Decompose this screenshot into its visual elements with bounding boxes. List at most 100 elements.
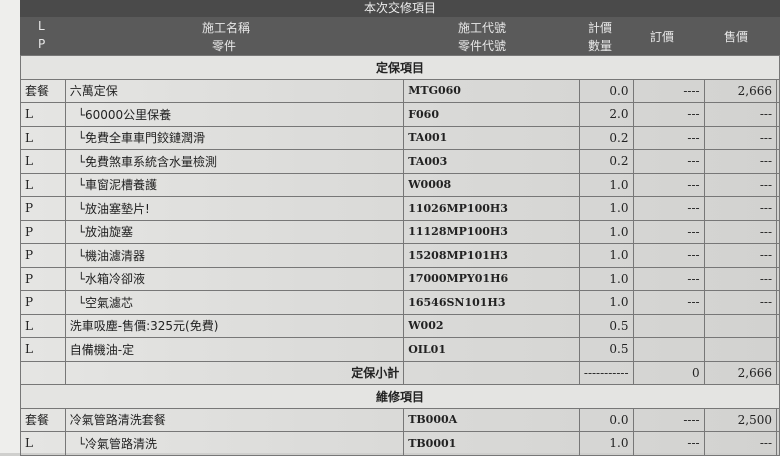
row-list-price: ---	[632, 290, 705, 315]
table-row: L └免費煞車系統含水量檢測 TA003 0.2 --- ---	[20, 149, 780, 174]
table-row: 套餐 六萬定保 MTG060 0.0 ---- 2,666	[20, 78, 780, 103]
row-type: L	[20, 125, 66, 150]
row-name: └車窗泥槽養護	[64, 172, 405, 197]
row-qty: 1.0	[578, 219, 634, 244]
row-type: L	[20, 149, 66, 174]
row-code: MTG060	[403, 78, 580, 103]
row-type: P	[20, 290, 66, 315]
row-sale-price: ---	[703, 266, 778, 291]
header-type-bottom: P	[38, 37, 46, 51]
row-sale-price: ---	[703, 102, 778, 127]
section-title: 定保項目	[20, 55, 780, 80]
header-type-top: L	[38, 19, 45, 33]
row-list-price: ---	[632, 266, 705, 291]
row-edge	[776, 266, 780, 291]
row-code: 11026MP100H3	[403, 196, 580, 221]
row-code: 15208MP101H3	[403, 243, 580, 268]
row-edge	[776, 149, 780, 174]
row-code: OIL01	[403, 337, 580, 362]
row-name: └放油塞墊片!	[64, 196, 405, 221]
row-qty: 1.0	[578, 172, 634, 197]
row-type: 套餐	[20, 78, 66, 103]
row-list-price	[632, 337, 705, 362]
row-edge	[776, 219, 780, 244]
row-code: TB0001	[403, 431, 580, 456]
items-table: 定保項目 套餐 六萬定保 MTG060 0.0 ---- 2,666 L └60000公里保養 F…	[20, 55, 780, 456]
header-name-bottom: 零件	[212, 39, 237, 53]
row-edge	[776, 431, 780, 456]
row-sale-price: ---	[703, 149, 778, 174]
row-name: └水箱冷卻液	[64, 266, 405, 291]
subtotal-qty: -----------	[578, 360, 634, 385]
row-type: L	[20, 337, 66, 362]
row-name: 六萬定保	[64, 78, 405, 103]
row-list-price	[632, 313, 705, 338]
row-qty: 0.5	[578, 313, 634, 338]
row-name: └免費煞車系統含水量檢測	[64, 149, 405, 174]
table-row: P └水箱冷卻液 17000MPY01H6 1.0 --- ---	[20, 266, 780, 291]
row-edge	[776, 196, 780, 221]
row-code: TB000A	[403, 407, 580, 432]
row-edge	[776, 337, 780, 362]
row-code: 11128MP100H3	[403, 219, 580, 244]
row-edge	[776, 290, 780, 315]
row-list-price: ---	[632, 431, 705, 456]
row-code: 16546SN101H3	[403, 290, 580, 315]
row-list-price: ---	[632, 196, 705, 221]
table-row: P └空氣濾芯 16546SN101H3 1.0 --- ---	[20, 290, 780, 315]
subtotal-label: 定保小計	[64, 360, 405, 385]
row-list-price: ---	[632, 172, 705, 197]
subtotal-list-price: 0	[632, 360, 705, 385]
row-qty: 2.0	[578, 102, 634, 127]
row-type: P	[20, 196, 66, 221]
row-name: └放油旋塞	[64, 219, 405, 244]
table-row: L └免費全車車門鉸鏈潤滑 TA001 0.2 --- ---	[20, 125, 780, 150]
row-edge	[776, 102, 780, 127]
row-list-price: ---	[632, 219, 705, 244]
row-edge	[776, 78, 780, 103]
row-qty: 1.0	[578, 431, 634, 456]
section-header: 定保項目	[20, 55, 780, 80]
row-edge	[776, 125, 780, 150]
row-sale-price: ---	[703, 196, 778, 221]
row-name: 冷氣管路清洗套餐	[64, 407, 405, 432]
row-type: L	[20, 313, 66, 338]
row-type: P	[20, 219, 66, 244]
header-code-bottom: 零件代號	[458, 39, 507, 53]
row-sale-price: 2,666	[703, 78, 778, 103]
row-name: └免費全車車門鉸鏈潤滑	[64, 125, 405, 150]
row-type: 套餐	[20, 407, 66, 432]
row-code: W002	[403, 313, 580, 338]
row-name: └60000公里保養	[64, 102, 405, 127]
row-name: └冷氣管路清洗	[64, 431, 405, 456]
row-sale-price: ---	[703, 125, 778, 150]
table-row: P └放油塞墊片! 11026MP100H3 1.0 --- ---	[20, 196, 780, 221]
table-row: 套餐 冷氣管路清洗套餐 TB000A 0.0 ---- 2,500	[20, 407, 780, 432]
row-code: F060	[403, 102, 580, 127]
row-code: TA001	[403, 125, 580, 150]
section-header: 維修項目	[20, 384, 780, 409]
section-title: 維修項目	[20, 384, 780, 409]
table-title: 本次交修項目	[20, 0, 780, 17]
table-row: P └機油濾清器 15208MP101H3 1.0 --- ---	[20, 243, 780, 268]
row-sale-price: ---	[703, 431, 778, 456]
row-name: 自備機油-定	[64, 337, 405, 362]
row-sale-price	[703, 313, 778, 338]
row-qty: 0.5	[578, 337, 634, 362]
row-qty: 0.0	[578, 407, 634, 432]
table-row: L └60000公里保養 F060 2.0 --- ---	[20, 102, 780, 127]
row-edge	[776, 313, 780, 338]
table-row: L └車窗泥槽養護 W0008 1.0 --- ---	[20, 172, 780, 197]
row-qty: 1.0	[578, 266, 634, 291]
row-name: └空氣濾芯	[64, 290, 405, 315]
row-list-price: ---	[632, 102, 705, 127]
row-list-price: ----	[632, 407, 705, 432]
subtotal-sale-price: 2,666	[703, 360, 778, 385]
row-edge	[776, 360, 780, 385]
row-list-price: ----	[632, 78, 705, 103]
row-edge	[776, 172, 780, 197]
row-code: TA003	[403, 149, 580, 174]
subtotal-row: 定保小計 ----------- 0 2,666	[20, 360, 780, 385]
row-name: 洗車吸塵-售價:325元(免費)	[64, 313, 405, 338]
row-edge	[776, 243, 780, 268]
